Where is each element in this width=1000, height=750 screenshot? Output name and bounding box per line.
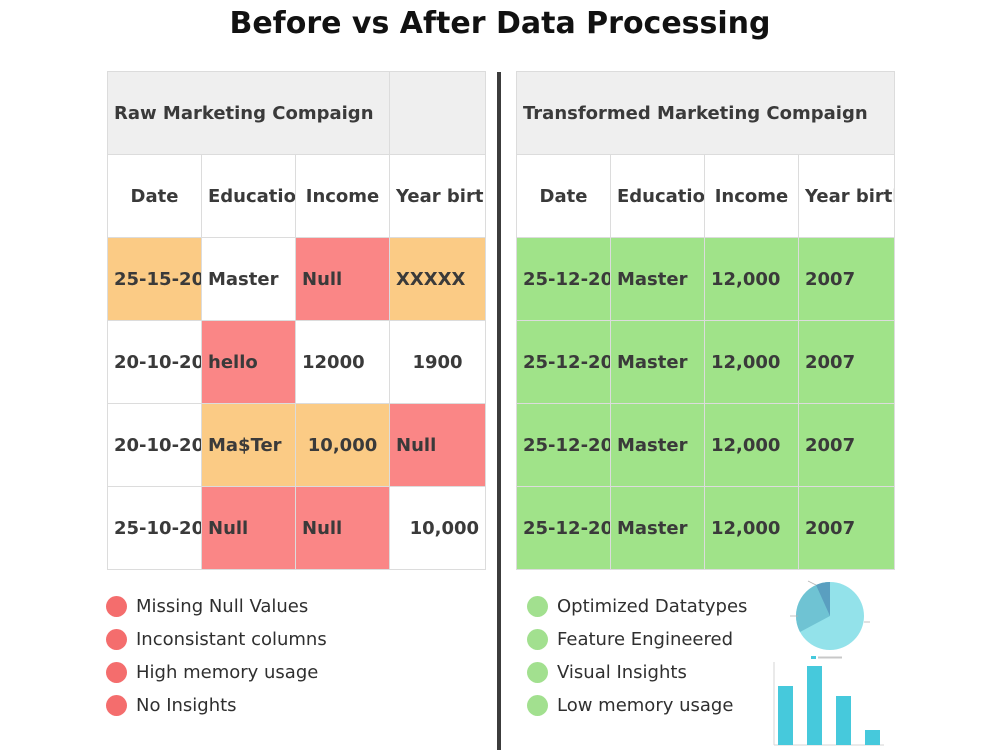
- clean-cell-year-birth: 2007: [797, 403, 896, 487]
- table-row: 25-12-2022 Master 12,000 2007: [516, 486, 896, 570]
- raw-caption-row: Raw Marketing Compaign: [106, 71, 487, 155]
- bar-chart-icon: [773, 656, 884, 746]
- clean-cell-date: 25-12-2022: [516, 320, 611, 404]
- legend-item: Feature Engineered: [527, 623, 747, 656]
- red-dot-icon: [106, 629, 127, 650]
- clean-cell-education: Master: [610, 320, 705, 404]
- bar: [836, 696, 851, 745]
- legend-label: Missing Null Values: [136, 596, 309, 617]
- legend-item: Inconsistant columns: [106, 623, 327, 656]
- legend-item: No Insights: [106, 689, 327, 722]
- clean-table: Transformed Marketing Compaign Date Educ…: [515, 71, 896, 570]
- red-dot-icon: [106, 695, 127, 716]
- clean-cell-income: 12,000: [704, 237, 799, 321]
- raw-header-education: Education: [201, 154, 296, 238]
- legend-item: Visual Insights: [527, 656, 747, 689]
- green-dot-icon: [527, 596, 548, 617]
- raw-cell-date: 20-10-2022: [107, 320, 202, 404]
- bar: [807, 666, 822, 745]
- raw-header-income: Income: [294, 154, 391, 238]
- bar-legend-swatch: [811, 656, 816, 659]
- red-dot-icon: [106, 596, 127, 617]
- clean-cell-income: 12,000: [704, 403, 799, 487]
- table-row: 25-10-2022 Null Null 10,000: [107, 486, 487, 570]
- legend-label: Inconsistant columns: [136, 629, 327, 650]
- pie-chart-icon: [790, 580, 870, 650]
- raw-table-panel: Raw Marketing Compaign Date Education In…: [106, 71, 487, 570]
- clean-cell-year-birth: 2007: [797, 486, 896, 570]
- red-dot-icon: [106, 662, 127, 683]
- clean-cell-date: 25-12-2022: [516, 237, 611, 321]
- table-row: 25-12-2022 Master 12,000 2007: [516, 237, 896, 321]
- legend-item: High memory usage: [106, 656, 327, 689]
- clean-table-panel: Transformed Marketing Compaign Date Educ…: [515, 71, 896, 570]
- raw-cell-year-birth: 10,000: [389, 486, 487, 570]
- clean-header-row: Date Education Income Year birth: [516, 154, 896, 238]
- clean-cell-education: Master: [610, 486, 705, 570]
- green-dot-icon: [527, 629, 548, 650]
- raw-cell-education: hello: [201, 320, 296, 404]
- legend-label: Feature Engineered: [557, 629, 734, 650]
- raw-header-date: Date: [107, 154, 202, 238]
- clean-header-year-birth: Year birth: [797, 154, 896, 238]
- raw-table: Raw Marketing Compaign Date Education In…: [106, 71, 487, 570]
- raw-header-year-birth: Year birth: [389, 154, 487, 238]
- green-dot-icon: [527, 695, 548, 716]
- clean-cell-year-birth: 2007: [797, 237, 896, 321]
- bar: [778, 686, 793, 745]
- raw-cell-education: Master: [201, 237, 296, 321]
- raw-table-caption: Raw Marketing Compaign: [106, 71, 391, 155]
- clean-legend: Optimized Datatypes Feature Engineered V…: [527, 590, 747, 722]
- clean-cell-date: 25-12-2022: [516, 403, 611, 487]
- legend-item: Low memory usage: [527, 689, 747, 722]
- raw-cell-date: 25-10-2022: [107, 486, 202, 570]
- raw-cell-education: Ma$Ter: [201, 403, 296, 487]
- raw-cell-year-birth: XXXXX: [389, 237, 487, 321]
- clean-cell-education: Master: [610, 403, 705, 487]
- raw-cell-income: Null: [294, 237, 391, 321]
- raw-cell-year-birth: Null: [389, 403, 487, 487]
- legend-item: Missing Null Values: [106, 590, 327, 623]
- page-title: Before vs After Data Processing: [229, 6, 771, 41]
- clean-table-caption: Transformed Marketing Compaign: [515, 71, 896, 155]
- bar-legend-text-placeholder: [818, 656, 842, 659]
- raw-cell-date: 25-15-2022: [107, 237, 202, 321]
- divider: [497, 72, 501, 750]
- clean-cell-year-birth: 2007: [797, 320, 896, 404]
- clean-header-date: Date: [516, 154, 611, 238]
- legend-label: No Insights: [136, 695, 237, 716]
- table-row: 25-15-2022 Master Null XXXXX: [107, 237, 487, 321]
- clean-cell-date: 25-12-2022: [516, 486, 611, 570]
- raw-caption-empty-cell: [389, 71, 487, 155]
- raw-cell-year-birth: 1900: [389, 320, 487, 404]
- clean-cell-income: 12,000: [704, 486, 799, 570]
- legend-label: High memory usage: [136, 662, 319, 683]
- raw-cell-income: 10,000: [294, 403, 391, 487]
- table-row: 25-12-2022 Master 12,000 2007: [516, 403, 896, 487]
- clean-cell-education: Master: [610, 237, 705, 321]
- raw-cell-date: 20-10-2022: [107, 403, 202, 487]
- clean-header-education: Education: [610, 154, 705, 238]
- clean-cell-income: 12,000: [704, 320, 799, 404]
- raw-header-row: Date Education Income Year birth: [107, 154, 487, 238]
- clean-header-income: Income: [704, 154, 799, 238]
- legend-item: Optimized Datatypes: [527, 590, 747, 623]
- green-dot-icon: [527, 662, 548, 683]
- table-row: 25-12-2022 Master 12,000 2007: [516, 320, 896, 404]
- clean-caption-row: Transformed Marketing Compaign: [515, 71, 896, 155]
- table-row: 20-10-2022 Ma$Ter 10,000 Null: [107, 403, 487, 487]
- raw-cell-income: 12000: [294, 320, 391, 404]
- legend-label: Low memory usage: [557, 695, 734, 716]
- raw-cell-education: Null: [201, 486, 296, 570]
- raw-legend: Missing Null Values Inconsistant columns…: [106, 590, 327, 722]
- legend-label: Optimized Datatypes: [557, 596, 748, 617]
- bar: [865, 730, 880, 745]
- legend-label: Visual Insights: [557, 662, 687, 683]
- pie-leader-line: [807, 580, 817, 586]
- raw-cell-income: Null: [294, 486, 391, 570]
- table-row: 20-10-2022 hello 12000 1900: [107, 320, 487, 404]
- pie-slice-small: [816, 582, 830, 616]
